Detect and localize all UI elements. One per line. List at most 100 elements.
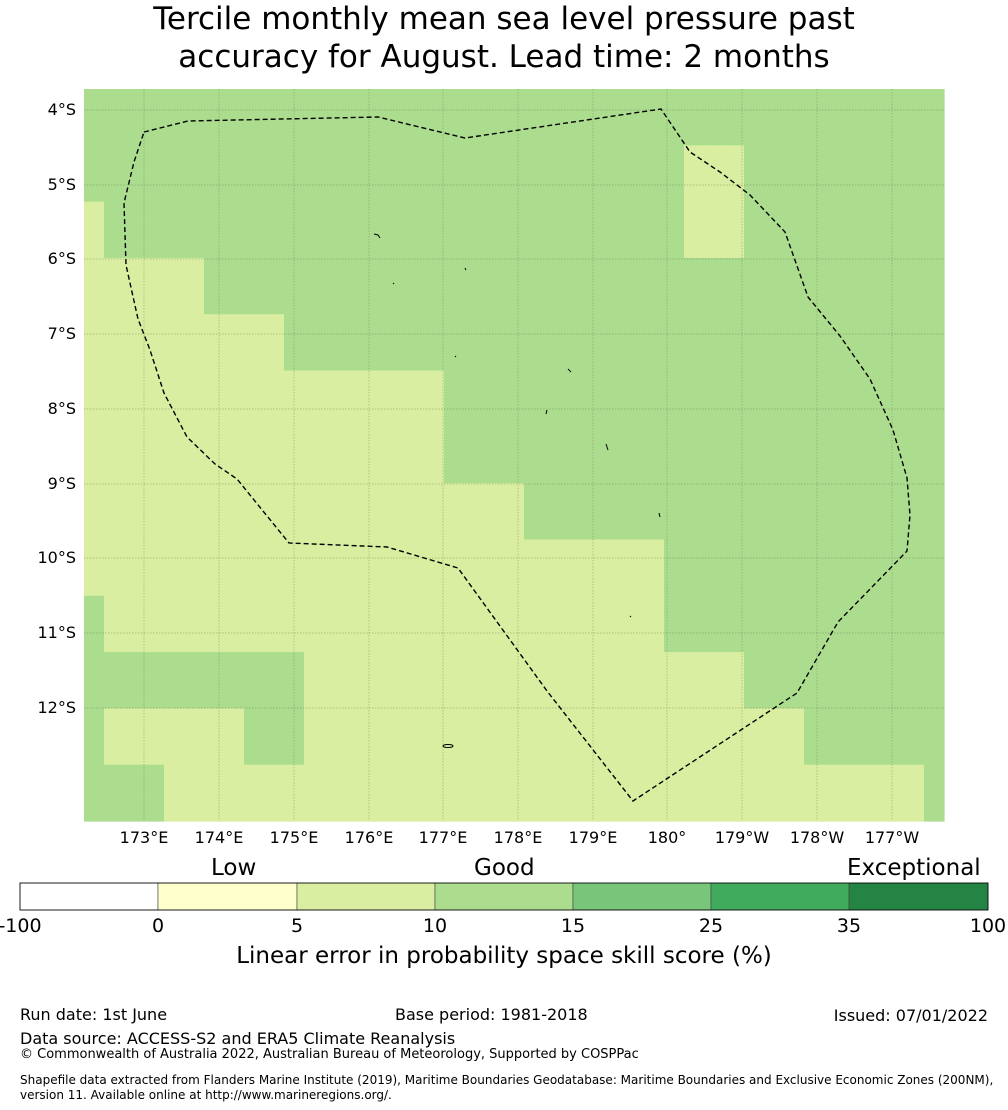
grid-cell (304, 89, 325, 118)
grid-cell (184, 652, 205, 681)
grid-cell (804, 370, 825, 400)
grid-cell (644, 370, 665, 400)
grid-cell (904, 736, 925, 766)
grid-cell (864, 623, 885, 653)
grid-cell (804, 398, 825, 428)
grid-cell (924, 595, 945, 625)
grid-cell (864, 455, 885, 484)
colorbar-tick-label: 10 (422, 915, 448, 937)
grid-cell (604, 89, 625, 118)
grid-cell (884, 680, 905, 709)
grid-cell (284, 370, 305, 400)
grid-cell (624, 539, 645, 569)
grid-cell (104, 89, 125, 118)
grid-cell (324, 426, 345, 456)
grid-cell (304, 511, 325, 541)
grid-cell (864, 257, 885, 287)
grid-cell (404, 567, 425, 597)
grid-cell (604, 567, 625, 597)
grid-cell (204, 370, 225, 400)
grid-cell (864, 736, 885, 766)
grid-cell (864, 342, 885, 372)
grid-cell (164, 483, 185, 512)
grid-cell (324, 736, 345, 766)
grid-cell (484, 511, 505, 541)
grid-cell (84, 595, 105, 625)
grid-cell (464, 89, 485, 118)
grid-cell (884, 286, 905, 315)
grid-cell (204, 652, 225, 681)
grid-cell (704, 286, 725, 315)
grid-cell (424, 623, 445, 653)
grid-cell (424, 708, 445, 738)
grid-cell (384, 708, 405, 738)
grid-cell (424, 145, 445, 175)
grid-cell (664, 342, 685, 372)
grid-cell (164, 708, 185, 738)
grid-cell (924, 314, 945, 343)
grid-cell (464, 257, 485, 287)
grid-cell (764, 652, 785, 681)
grid-cell (744, 652, 765, 681)
grid-cell (724, 314, 745, 343)
grid-cell (424, 652, 445, 681)
grid-cell (224, 455, 245, 484)
grid-cell (124, 792, 145, 822)
grid-cell (424, 595, 445, 625)
grid-cell (184, 736, 205, 766)
grid-cell (784, 708, 805, 738)
grid-cell (84, 398, 105, 428)
grid-cell (224, 511, 245, 541)
grid-cell (544, 511, 565, 541)
grid-cell (244, 567, 265, 597)
grid-cell (844, 257, 865, 287)
grid-cell (884, 314, 905, 343)
grid-cell (724, 652, 745, 681)
grid-cell (664, 117, 685, 146)
grid-cell (144, 173, 165, 203)
latitude-label: 5°S (47, 175, 76, 194)
grid-cell (84, 511, 105, 541)
grid-cell (684, 483, 705, 512)
grid-cell (304, 539, 325, 569)
grid-cell (224, 764, 245, 794)
grid-cell (784, 455, 805, 484)
grid-cell (784, 229, 805, 259)
grid-cell (144, 595, 165, 625)
grid-cell (264, 680, 285, 709)
grid-cell (444, 173, 465, 203)
grid-cell (904, 257, 925, 287)
grid-cell (344, 89, 365, 118)
grid-cell (804, 595, 825, 625)
grid-cell (904, 398, 925, 428)
grid-cell (564, 680, 585, 709)
grid-cell (664, 652, 685, 681)
grid-cell (784, 342, 805, 372)
grid-cell (564, 455, 585, 484)
grid-cell (524, 511, 545, 541)
grid-cell (204, 426, 225, 456)
grid-cell (364, 764, 385, 794)
grid-cell (504, 708, 525, 738)
grid-cell (504, 539, 525, 569)
grid-cell (124, 539, 145, 569)
grid-cell (704, 370, 725, 400)
grid-cell (844, 511, 865, 541)
grid-cell (84, 257, 105, 287)
latitude-label: 7°S (47, 324, 76, 343)
grid-cell (684, 736, 705, 766)
grid-cell (824, 736, 845, 766)
grid-cell (664, 792, 685, 822)
grid-cell (444, 314, 465, 343)
grid-cell (524, 595, 545, 625)
grid-cell (304, 455, 325, 484)
grid-cell (184, 567, 205, 597)
grid-cell (284, 595, 305, 625)
grid-cell (724, 370, 745, 400)
grid-cell (404, 708, 425, 738)
grid-cell (424, 455, 445, 484)
grid-cell (924, 117, 945, 146)
grid-cell (84, 426, 105, 456)
grid-cell (244, 229, 265, 259)
grid-cell (384, 145, 405, 175)
